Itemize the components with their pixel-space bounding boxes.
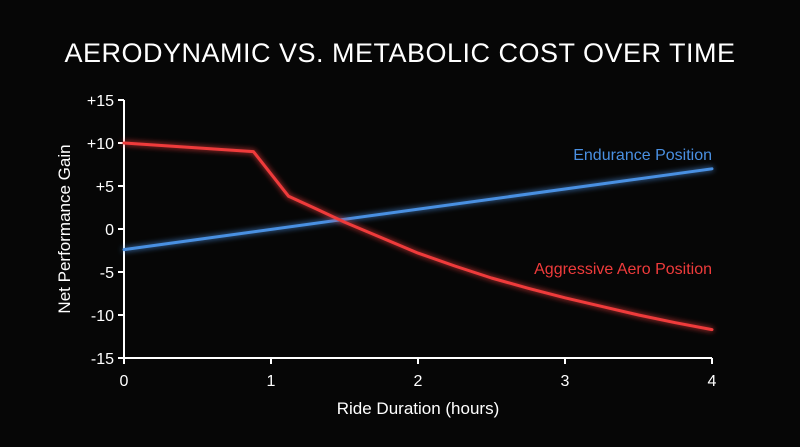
chart-title: AERODYNAMIC VS. METABOLIC COST OVER TIME bbox=[64, 38, 735, 68]
y-ticks: +15 +10 +5 0 -5 -10 -15 bbox=[87, 93, 124, 368]
axes bbox=[123, 100, 712, 359]
y-tick-label: +5 bbox=[96, 179, 114, 196]
y-tick-label: -15 bbox=[91, 351, 114, 368]
series-layer bbox=[122, 141, 714, 332]
series-label-aggressive-aero: Aggressive Aero Position bbox=[534, 261, 712, 278]
x-tick-label: 3 bbox=[561, 373, 570, 390]
y-tick-label: -10 bbox=[91, 308, 114, 325]
x-axis-label: Ride Duration (hours) bbox=[337, 399, 500, 418]
series-line-aggressive-aero bbox=[122, 141, 714, 332]
y-tick-label: 0 bbox=[105, 222, 114, 239]
y-axis-label: Net Performance Gain bbox=[55, 144, 74, 313]
series-line-endurance bbox=[122, 167, 714, 252]
x-tick-label: 0 bbox=[120, 373, 129, 390]
y-tick-label: +10 bbox=[87, 136, 114, 153]
y-tick-label: +15 bbox=[87, 93, 114, 110]
x-tick-label: 2 bbox=[414, 373, 423, 390]
y-tick-label: -5 bbox=[100, 265, 114, 282]
series-label-endurance: Endurance Position bbox=[573, 147, 712, 164]
x-ticks: 0 1 2 3 4 bbox=[120, 358, 717, 390]
x-tick-label: 4 bbox=[708, 373, 717, 390]
x-tick-label: 1 bbox=[267, 373, 276, 390]
